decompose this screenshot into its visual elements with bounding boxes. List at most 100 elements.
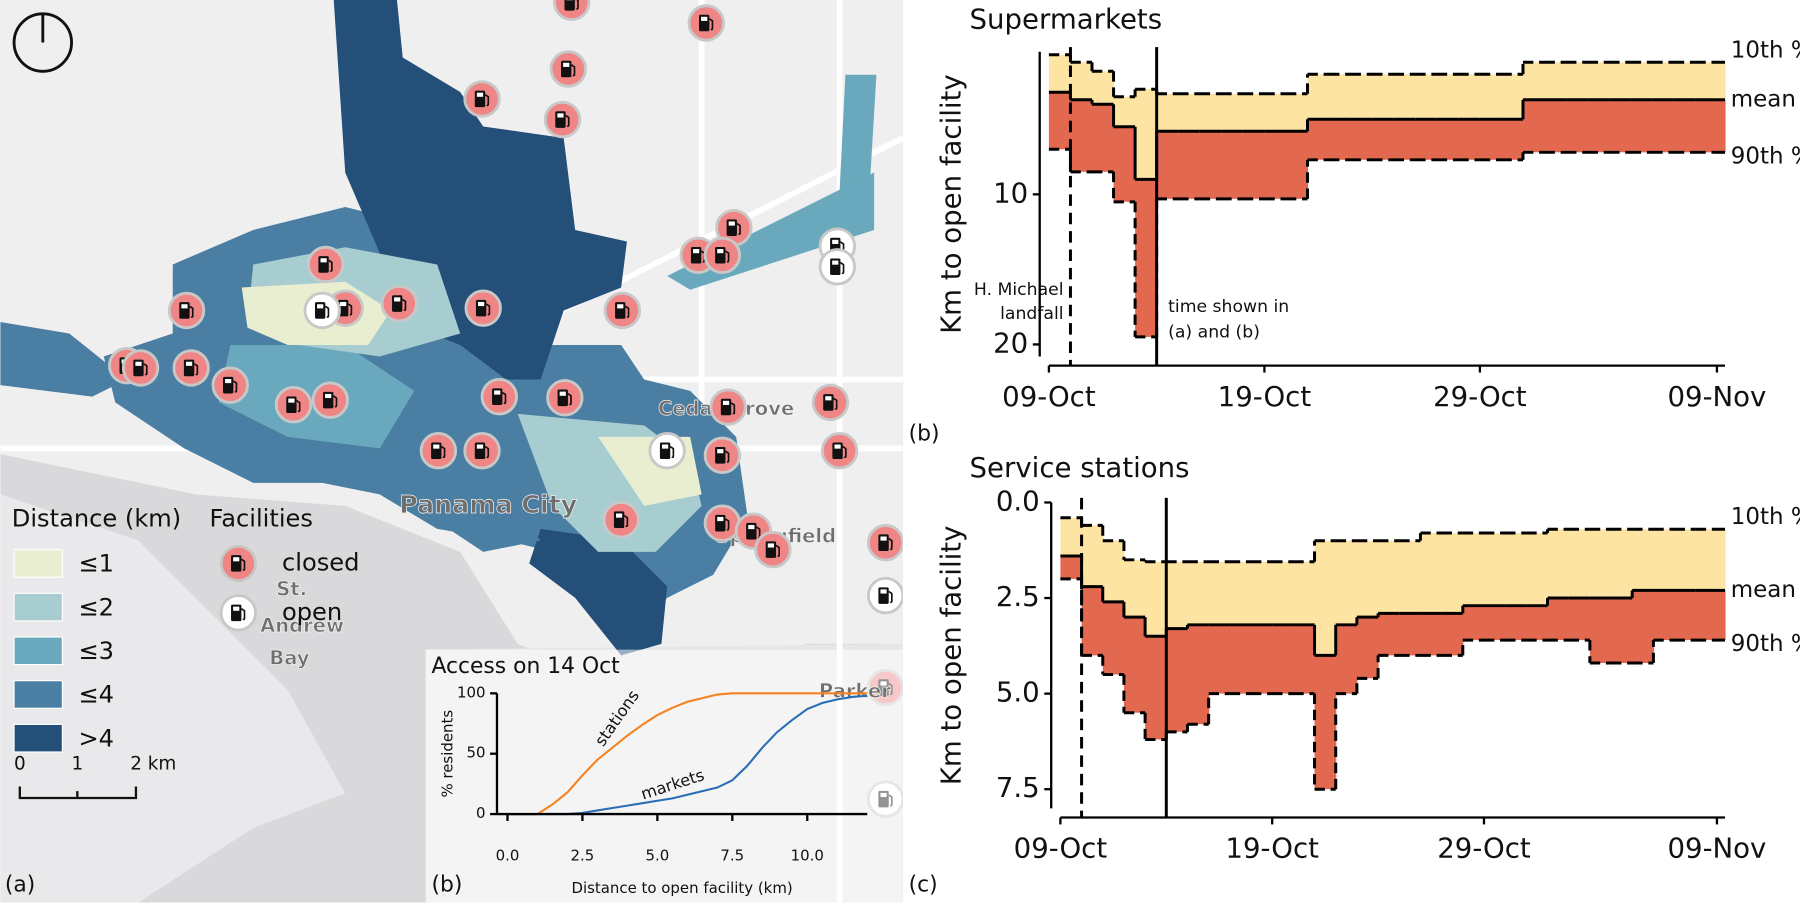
- facility-closed: [172, 349, 210, 387]
- band-lower: [1630, 99, 1653, 153]
- band-lower: [1092, 104, 1115, 172]
- facility-closed: [820, 432, 859, 470]
- map-zone: [529, 528, 668, 656]
- band-lower: [1135, 179, 1158, 337]
- series-line: [507, 692, 868, 816]
- band-upper: [1673, 62, 1696, 100]
- band-upper: [1441, 533, 1464, 614]
- band-lower: [1695, 590, 1718, 641]
- facility-closed: [219, 544, 257, 583]
- legend-label: closed: [282, 548, 359, 576]
- band-upper: [1372, 74, 1395, 120]
- band-lower: [1221, 131, 1244, 199]
- band-lower: [1589, 598, 1612, 664]
- band-upper: [1399, 540, 1422, 614]
- band-lower: [1393, 119, 1416, 160]
- facility-closed: [811, 383, 850, 422]
- scale-label: 1: [71, 754, 83, 775]
- band-upper: [1178, 93, 1201, 132]
- band-upper: [1695, 62, 1718, 100]
- band-lower: [1522, 99, 1546, 153]
- map-land: [0, 494, 346, 903]
- series-label: mean: [1731, 86, 1796, 112]
- band-upper: [1221, 93, 1244, 132]
- facility-closed: [464, 289, 502, 327]
- band-lower: [1329, 119, 1352, 160]
- y-axis-label: % residents: [439, 710, 457, 798]
- facility-closed: [121, 349, 160, 387]
- band-upper: [1285, 93, 1309, 132]
- band-lower: [1441, 613, 1464, 656]
- facility-closed: [311, 381, 349, 419]
- band-lower: [1568, 598, 1591, 641]
- band-upper: [1264, 93, 1287, 132]
- map-zone: [0, 321, 127, 397]
- series-label: 10th %: [1731, 37, 1800, 63]
- band-lower: [1609, 99, 1632, 153]
- band-upper: [1458, 74, 1481, 120]
- y-tick-label: 2.5: [996, 580, 1040, 613]
- band-upper: [1356, 540, 1379, 618]
- x-tick-label: 09-Oct: [1014, 832, 1108, 865]
- band-lower: [1335, 624, 1358, 694]
- place-name: Andrew: [260, 614, 344, 637]
- panel-label: (a): [5, 872, 35, 897]
- band-upper: [1611, 529, 1633, 599]
- band-lower: [1293, 624, 1316, 694]
- x-tick-label: 19-Oct: [1225, 832, 1319, 865]
- band-lower: [1208, 624, 1231, 694]
- band-upper: [1102, 540, 1125, 602]
- band-lower: [1415, 119, 1438, 160]
- band-upper: [1229, 561, 1252, 625]
- legend-swatch: [13, 636, 63, 666]
- event-annotation: landfall: [1000, 304, 1063, 324]
- band-lower: [1314, 655, 1337, 790]
- band-lower: [1251, 624, 1273, 694]
- scale-label: 2 km: [130, 754, 176, 775]
- facility-closed: [549, 50, 587, 88]
- band-lower: [1483, 605, 1506, 641]
- band-upper: [1314, 540, 1337, 656]
- band-lower: [1048, 92, 1072, 150]
- band-upper: [1566, 62, 1589, 100]
- series-label: 10th %: [1731, 504, 1800, 530]
- y-tick-label: 50: [466, 744, 485, 762]
- y-axis-label: Km to open facility: [934, 74, 967, 334]
- facility-closed: [687, 4, 725, 42]
- chart-title: Service stations: [970, 451, 1190, 484]
- place-name: Panama City: [399, 490, 577, 519]
- legend-swatch: [13, 723, 63, 753]
- event-annotation: time shown in: [1168, 297, 1289, 317]
- event-annotation: H. Michael: [974, 280, 1064, 300]
- legend-label: ≤3: [78, 637, 114, 665]
- band-lower: [1356, 617, 1379, 679]
- facility-closed: [546, 379, 584, 417]
- facility-closed: [167, 291, 206, 330]
- y-tick-label: 7.5: [996, 771, 1040, 804]
- series-label: mean: [1731, 577, 1796, 603]
- place-name: Bay: [269, 646, 309, 669]
- facility-closed: [306, 245, 345, 284]
- legend-label: >4: [78, 724, 114, 752]
- band-upper: [1092, 71, 1115, 105]
- band-lower: [1695, 99, 1718, 153]
- band-upper: [1526, 533, 1549, 606]
- band-upper: [1587, 62, 1610, 100]
- y-tick-label: 0.0: [996, 484, 1040, 517]
- facility-closed: [553, 0, 591, 21]
- band-lower: [1102, 601, 1125, 675]
- band-lower: [1242, 131, 1265, 199]
- series-label: 90th %: [1731, 143, 1800, 169]
- band-upper: [1436, 74, 1459, 120]
- band-upper: [1135, 89, 1158, 180]
- band-upper: [1609, 62, 1632, 100]
- facility-closed: [703, 504, 742, 542]
- x-tick-label: 10.0: [791, 847, 824, 865]
- scale-label: 0: [14, 754, 26, 775]
- band-upper: [1187, 561, 1210, 625]
- band-upper: [1293, 561, 1316, 625]
- band-lower: [1378, 613, 1400, 656]
- facility-closed: [709, 388, 747, 426]
- band-lower: [1060, 555, 1083, 579]
- band-lower: [1145, 636, 1167, 740]
